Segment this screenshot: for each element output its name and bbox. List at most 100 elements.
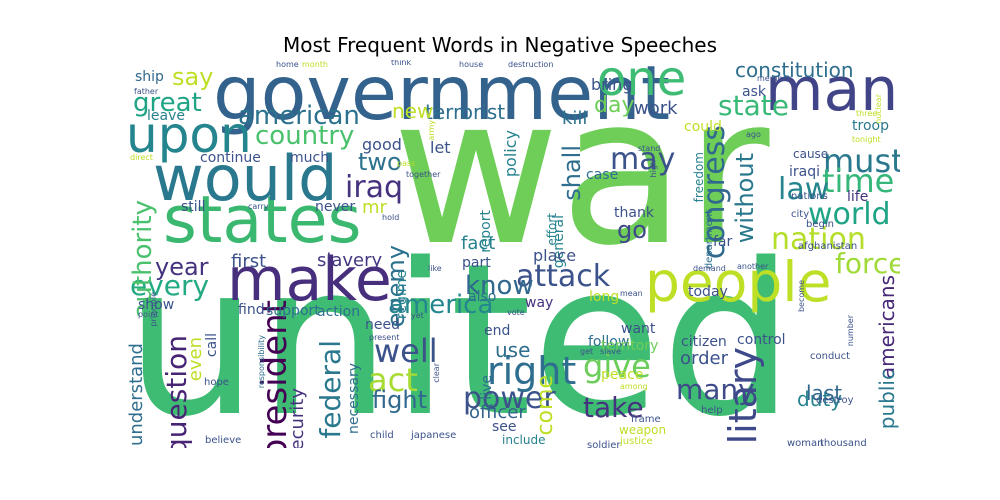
word-see: see <box>492 419 517 435</box>
word-regime: regime <box>394 270 410 320</box>
word-ship: ship <box>135 69 164 85</box>
word-nations: nations <box>791 191 828 202</box>
word-weapon: weapon <box>619 423 667 437</box>
word-stand: stand <box>638 144 661 153</box>
word-need: need <box>365 317 400 333</box>
word-destruction: destruction <box>508 60 554 69</box>
word-department: department <box>704 210 715 270</box>
word-afghanistan: afghanistan <box>798 241 858 252</box>
word-military: military <box>721 347 765 448</box>
word-territory: territory <box>601 338 659 354</box>
word-ago: ago <box>746 130 761 139</box>
word-thank: thank <box>614 205 654 221</box>
word-also: also <box>468 289 497 305</box>
word-good: good <box>362 135 402 154</box>
word-public: public <box>875 369 899 430</box>
word-house: house <box>459 60 484 69</box>
word-shall: shall <box>558 145 586 201</box>
word-tonight: tonight <box>852 135 881 144</box>
word-government: government <box>213 60 671 137</box>
word-work: work <box>634 98 678 119</box>
word-home: home <box>276 60 299 69</box>
word-high: high <box>649 160 658 178</box>
word-year: year <box>155 253 209 281</box>
word-upon: upon <box>126 106 252 164</box>
word-woman: woman <box>787 438 824 449</box>
word-direct: direct <box>130 153 153 162</box>
word-never: never <box>315 199 356 215</box>
word-fight: fight <box>372 386 427 414</box>
word-fact: fact <box>461 233 496 254</box>
word-hold: hold <box>382 213 400 222</box>
word-peace: peace <box>601 367 644 383</box>
word-terrorist: terrorist <box>425 100 506 124</box>
word-continue: continue <box>200 150 261 166</box>
word-slavery: slavery <box>317 250 383 271</box>
word-last: last <box>806 381 843 405</box>
word-federal: federal <box>314 340 347 439</box>
word-make: make <box>227 245 392 315</box>
word-end: end <box>484 323 511 339</box>
word-come: come <box>533 375 558 436</box>
word-ask: ask <box>742 84 766 100</box>
word-way: way <box>525 295 554 311</box>
word-order: order <box>680 348 728 369</box>
word-country: country <box>255 121 355 151</box>
word-carry: carry <box>248 202 269 211</box>
word-japanese: japanese <box>411 430 457 441</box>
word-use: use <box>495 338 531 362</box>
word-two: two <box>358 148 402 176</box>
word-nation: nation <box>771 222 866 257</box>
word-law: law <box>778 172 830 207</box>
word-policy: policy <box>501 130 520 178</box>
word-far: far <box>713 234 733 250</box>
word-well: well <box>374 332 438 370</box>
word-right: right <box>487 349 577 393</box>
word-great: great <box>133 88 202 118</box>
word-united: united <box>125 218 795 448</box>
word-american: american <box>238 101 360 131</box>
word-destroy: destroy <box>816 395 854 406</box>
word-force: force <box>835 247 900 280</box>
word-much: much <box>290 150 330 166</box>
word-become: become <box>797 280 806 313</box>
word-long: long <box>589 289 620 305</box>
chart-title: Most Frequent Words in Negative Speeches <box>282 33 718 57</box>
word-still: still <box>181 199 206 215</box>
word-help: help <box>701 405 723 416</box>
word-father: father <box>134 87 159 96</box>
word-effort: effort <box>545 213 559 246</box>
word-control: control <box>737 332 786 348</box>
word-america: america <box>388 290 494 320</box>
word-without: without <box>731 153 759 244</box>
word-together: together <box>406 170 441 179</box>
word-live: live <box>479 375 495 400</box>
word-responsibility: responsibility <box>257 335 266 389</box>
word-world: world <box>808 197 891 232</box>
word-one: one <box>597 60 687 107</box>
word-mean: mean <box>620 289 643 298</box>
word-call: call <box>204 333 220 358</box>
word-get: get <box>580 347 594 356</box>
word-slave: slave <box>600 347 621 356</box>
word-necessary: necessary <box>346 363 362 435</box>
word-vote: vote <box>507 308 525 317</box>
word-yet: yet <box>411 311 424 320</box>
word-new: new <box>392 99 434 123</box>
word-child: child <box>370 430 394 441</box>
word-demand: demand <box>693 264 726 273</box>
word-part: part <box>462 255 491 271</box>
word-war: war <box>392 60 770 291</box>
word-find: find <box>238 302 265 318</box>
word-take: take <box>583 391 644 424</box>
word-officer: officer <box>469 402 526 423</box>
word-place: place <box>533 246 577 265</box>
word-like: like <box>428 264 442 273</box>
word-another: another <box>737 262 769 271</box>
word-include: include <box>502 433 546 447</box>
word-member: member <box>757 74 791 83</box>
word-justice: justice <box>620 436 653 447</box>
word-point: point <box>138 310 159 319</box>
word-report: report <box>478 210 494 253</box>
word-case: case <box>586 167 619 183</box>
